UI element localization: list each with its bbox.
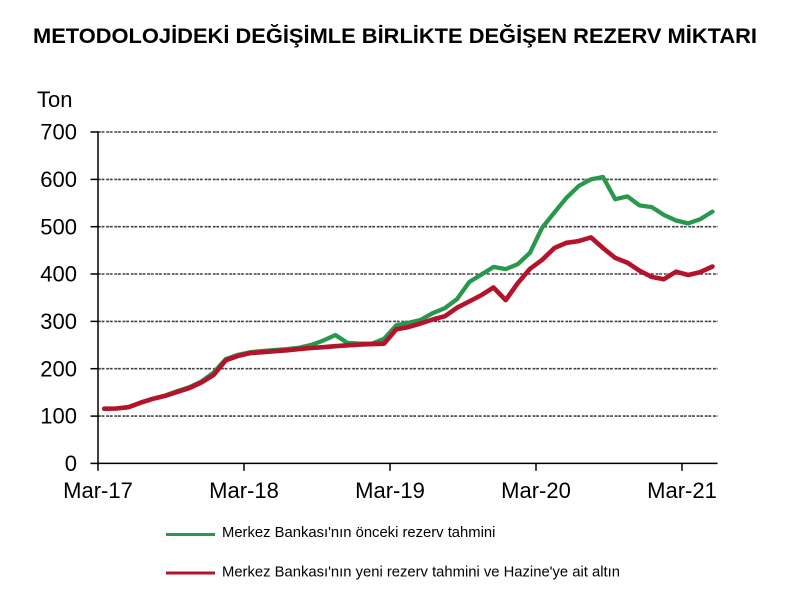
svg-text:Mar-20: Mar-20 bbox=[501, 478, 571, 503]
svg-text:Merkez Bankası'nın önceki reze: Merkez Bankası'nın önceki rezerv tahmini bbox=[222, 525, 495, 541]
svg-text:700: 700 bbox=[40, 120, 77, 145]
svg-text:Ton: Ton bbox=[37, 87, 72, 112]
svg-text:100: 100 bbox=[40, 404, 77, 429]
svg-text:300: 300 bbox=[40, 309, 77, 334]
svg-text:400: 400 bbox=[40, 262, 77, 287]
svg-text:Merkez Bankası'nın yeni rezerv: Merkez Bankası'nın yeni rezerv tahmini v… bbox=[222, 564, 620, 580]
svg-text:METODOLOJİDEKİ DEĞİŞİMLE BİRLİ: METODOLOJİDEKİ DEĞİŞİMLE BİRLİKTE DEĞİŞE… bbox=[33, 24, 757, 48]
svg-text:Mar-19: Mar-19 bbox=[355, 478, 425, 503]
svg-text:Mar-21: Mar-21 bbox=[647, 478, 717, 503]
svg-text:Mar-17: Mar-17 bbox=[63, 478, 133, 503]
svg-text:Mar-18: Mar-18 bbox=[209, 478, 279, 503]
svg-text:0: 0 bbox=[65, 451, 77, 476]
svg-text:500: 500 bbox=[40, 214, 77, 239]
svg-text:200: 200 bbox=[40, 356, 77, 381]
svg-text:600: 600 bbox=[40, 167, 77, 192]
